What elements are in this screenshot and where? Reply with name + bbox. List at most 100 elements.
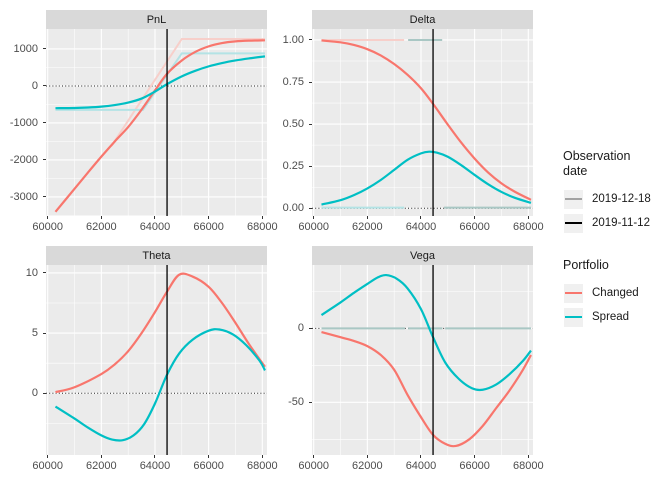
- y-axis-delta: 1.00 0.75 0.50 0.25 0.00: [266, 29, 312, 216]
- facet-strip-vega: Vega: [312, 246, 533, 265]
- y-tick-label: -1000: [9, 116, 38, 129]
- x-tick-mark: [474, 216, 476, 219]
- legend-portfolio-title: Portfolio: [563, 258, 609, 272]
- x-tick-label: 66000: [459, 460, 490, 472]
- x-tick-mark: [154, 455, 156, 458]
- x-tick-label: 62000: [352, 460, 383, 472]
- legend-item-2019-12-18: 2019-12-18: [562, 187, 672, 211]
- y-axis-pnl: 1000 0 -1000 -2000 -3000: [0, 29, 46, 216]
- legend-key-2019-11-12: [564, 213, 583, 233]
- y-tick-label: 5: [31, 327, 38, 340]
- y-tick-label: -2000: [9, 153, 38, 166]
- black-line-icon: [565, 221, 582, 225]
- y-tick-mark: [309, 165, 312, 167]
- x-tick-mark: [366, 455, 368, 458]
- y-tick-mark: [309, 207, 312, 209]
- facet-title-theta: Theta: [142, 249, 171, 262]
- teal-line-icon: [565, 315, 582, 319]
- y-tick-mark: [43, 122, 46, 124]
- legend-key-changed: [564, 283, 583, 303]
- x-tick-mark: [154, 216, 156, 219]
- x-tick-label: 68000: [246, 221, 278, 233]
- x-tick-label: 64000: [405, 460, 437, 472]
- y-tick-mark: [309, 39, 312, 41]
- y-tick-mark: [309, 123, 312, 125]
- y-tick-mark: [43, 196, 46, 198]
- x-tick-mark: [474, 455, 476, 458]
- y-tick-label: 0.25: [282, 160, 304, 173]
- x-tick-mark: [261, 455, 263, 458]
- x-tick-mark: [366, 216, 368, 219]
- series-changed: [54, 39, 265, 213]
- x-tick-label: 62000: [352, 221, 383, 233]
- facet-strip-theta: Theta: [46, 246, 267, 265]
- y-axis-theta: 10 5 0: [0, 265, 46, 455]
- x-tick-mark: [47, 455, 49, 458]
- facet-title-pnl: PnL: [146, 13, 167, 26]
- legend-portfolio: Portfolio Changed Spread: [562, 258, 672, 329]
- y-tick-label: 10: [25, 266, 38, 279]
- panel-vega-plot: [312, 265, 533, 455]
- gray-line-icon: [565, 197, 582, 201]
- y-tick-mark: [43, 272, 46, 274]
- legend-label-2019-11-12: 2019-11-12: [592, 217, 650, 229]
- y-tick-mark: [309, 81, 312, 83]
- x-tick-mark: [527, 216, 529, 219]
- y-tick-label: 1.00: [282, 33, 304, 46]
- x-tick-label: 68000: [246, 460, 278, 472]
- y-tick-mark: [43, 159, 46, 161]
- y-tick-label: 0.75: [282, 76, 304, 89]
- legend-label-spread: Spread: [592, 311, 630, 323]
- series-spread: [55, 55, 266, 110]
- x-tick-label: 60000: [298, 221, 329, 233]
- legend-key-spread: [564, 307, 583, 327]
- legend-item-changed: Changed: [562, 281, 672, 305]
- x-tick-label: 60000: [32, 460, 63, 472]
- x-tick-mark: [100, 455, 102, 458]
- legend-observation-date: Observation date 2019-12-18 2019-11-12: [562, 149, 672, 235]
- y-tick-mark: [43, 85, 46, 87]
- y-tick-label: -50: [288, 396, 304, 409]
- panel-delta-plot: [312, 29, 533, 216]
- red-line-icon: [565, 291, 582, 295]
- y-tick-mark: [43, 392, 46, 394]
- x-axis-pnl: 60000 62000 64000 66000 68000: [32, 216, 278, 236]
- legend-key-2019-12-18: [564, 189, 583, 209]
- x-tick-mark: [527, 455, 529, 458]
- x-tick-label: 60000: [298, 460, 329, 472]
- x-axis-vega: 60000 62000 64000 66000 68000: [298, 455, 544, 475]
- x-axis-delta: 60000 62000 64000 66000 68000: [298, 216, 544, 236]
- series-spread: [54, 328, 266, 442]
- facet-title-vega: Vega: [409, 249, 436, 262]
- panel-theta-plot: [46, 265, 267, 455]
- facet-strip-pnl: PnL: [46, 10, 267, 29]
- x-tick-mark: [313, 455, 315, 458]
- x-tick-mark: [208, 455, 210, 458]
- y-tick-label: 0: [31, 387, 38, 400]
- x-tick-mark: [47, 216, 49, 219]
- x-tick-label: 64000: [405, 221, 437, 233]
- x-tick-mark: [208, 216, 210, 219]
- x-tick-mark: [313, 216, 315, 219]
- legend-observation-date-title: Observation date: [563, 149, 631, 178]
- series-changed: [321, 39, 532, 201]
- y-tick-mark: [309, 401, 312, 403]
- legend-item-2019-11-12: 2019-11-12: [562, 211, 672, 235]
- y-tick-label: 0.50: [282, 118, 304, 131]
- y-tick-mark: [43, 332, 46, 334]
- x-tick-label: 66000: [193, 460, 224, 472]
- y-tick-label: 1000: [13, 42, 38, 55]
- facet-title-delta: Delta: [409, 13, 436, 26]
- facet-strip-delta: Delta: [312, 10, 533, 29]
- y-tick-label: -3000: [9, 190, 38, 203]
- series-spread: [320, 273, 532, 392]
- x-tick-label: 60000: [32, 221, 63, 233]
- x-tick-label: 64000: [139, 221, 171, 233]
- panel-pnl-plot: [46, 29, 267, 216]
- x-tick-label: 66000: [459, 221, 490, 233]
- y-tick-label: 0: [31, 79, 38, 92]
- x-tick-mark: [100, 216, 102, 219]
- x-tick-label: 62000: [86, 460, 117, 472]
- y-tick-label: 0.00: [282, 202, 304, 215]
